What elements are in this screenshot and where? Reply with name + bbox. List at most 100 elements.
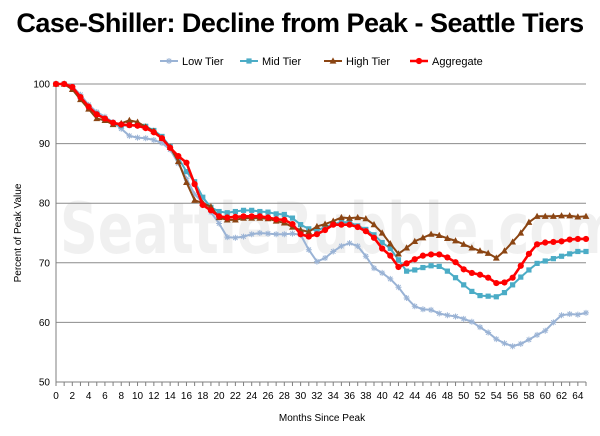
x-tick-label: 54 (491, 391, 503, 402)
data-point-aggregate (297, 231, 304, 238)
data-point-mid-tier (428, 263, 434, 269)
data-point-mid-tier (567, 251, 573, 257)
data-point-aggregate (330, 221, 337, 228)
data-point-aggregate (395, 263, 402, 271)
data-point-aggregate (134, 122, 141, 129)
data-point-low-tier (134, 134, 141, 141)
data-point-mid-tier (485, 293, 491, 299)
data-point-aggregate (240, 213, 247, 220)
data-point-high-tier (443, 234, 451, 241)
data-point-aggregate (215, 213, 223, 220)
x-tick-label: 26 (262, 391, 274, 402)
data-point-aggregate (273, 216, 280, 223)
data-point-aggregate (264, 214, 272, 221)
data-point-aggregate (52, 80, 60, 88)
x-tick-label: 38 (360, 391, 372, 402)
watermark: SeattleBubble.com (60, 188, 600, 270)
data-point-aggregate (150, 129, 157, 136)
x-tick-label: 6 (102, 391, 108, 402)
x-axis-title: Months Since Peak (279, 413, 366, 424)
data-point-low-tier (460, 315, 467, 322)
data-point-high-tier (305, 228, 313, 235)
data-point-aggregate (199, 201, 206, 209)
data-point-aggregate (101, 115, 109, 122)
data-point-low-tier (411, 303, 418, 310)
data-point-aggregate (224, 214, 231, 221)
data-point-low-tier (232, 234, 239, 241)
watermark-layer: SeattleBubble.com (60, 188, 600, 270)
data-point-low-tier (428, 306, 435, 313)
data-point-aggregate (533, 241, 541, 248)
data-point-aggregate (289, 220, 296, 228)
y-tick-label: 70 (39, 258, 51, 269)
data-point-mid-tier (444, 268, 450, 274)
data-point-low-tier (452, 313, 459, 320)
data-point-aggregate (427, 251, 435, 258)
data-point-low-tier (354, 243, 361, 250)
data-point-high-tier (419, 234, 427, 241)
data-point-mid-tier (298, 222, 304, 228)
data-point-high-tier (468, 244, 476, 251)
data-point-mid-tier (265, 209, 271, 215)
data-point-low-tier (501, 340, 508, 347)
x-tick-label: 24 (246, 391, 258, 402)
x-tick-label: 8 (118, 391, 124, 402)
data-point-mid-tier (518, 274, 524, 280)
data-point-high-tier (566, 212, 574, 219)
data-point-mid-tier (575, 248, 581, 255)
data-point-low-tier (542, 327, 549, 334)
y-tick-label: 80 (39, 199, 51, 210)
data-point-high-tier (183, 178, 190, 185)
data-point-mid-tier (387, 245, 393, 252)
data-point-low-tier (525, 336, 532, 343)
data-point-aggregate (354, 223, 361, 231)
data-point-mid-tier (200, 194, 206, 200)
data-point-low-tier (493, 336, 500, 343)
x-tick-label: 28 (279, 391, 291, 402)
data-point-high-tier (378, 229, 386, 236)
data-point-high-tier (403, 244, 411, 251)
data-point-mid-tier (273, 211, 279, 217)
y-tick-label: 50 (39, 378, 51, 389)
data-point-aggregate (126, 122, 133, 129)
data-point-aggregate (558, 238, 565, 245)
data-point-low-tier (313, 258, 320, 265)
data-point-low-tier (534, 331, 541, 338)
data-point-low-tier (362, 253, 369, 260)
data-point-mid-tier (240, 207, 247, 213)
data-point-aggregate (542, 239, 549, 246)
data-point-aggregate (232, 213, 239, 221)
x-tick-label: 48 (442, 391, 454, 402)
data-point-low-tier (517, 340, 524, 347)
x-tick-label: 50 (458, 391, 470, 402)
data-point-low-tier (583, 309, 589, 316)
data-point-aggregate (550, 238, 557, 246)
legend-label-mid-tier: Mid Tier (262, 56, 301, 68)
data-point-high-tier (313, 222, 321, 230)
data-point-low-tier (150, 137, 157, 144)
data-point-high-tier (321, 220, 329, 227)
data-point-low-tier (444, 312, 451, 319)
x-tick-label: 0 (53, 391, 59, 402)
data-point-low-tier (566, 311, 573, 318)
legend: Low Tier Mid Tier High Tier Aggregate (160, 56, 483, 68)
data-point-low-tier (305, 246, 312, 253)
data-point-low-tier (574, 311, 581, 318)
data-point-low-tier (273, 231, 280, 238)
data-point-mid-tier (183, 169, 190, 175)
data-point-aggregate (574, 235, 581, 243)
data-point-aggregate (281, 216, 288, 223)
data-point-aggregate (69, 83, 76, 91)
data-point-aggregate (517, 262, 524, 269)
data-point-mid-tier (436, 263, 442, 269)
data-point-mid-tier (289, 215, 296, 221)
data-point-mid-tier (469, 288, 475, 295)
data-point-high-tier (517, 229, 525, 236)
x-tick-label: 4 (86, 391, 92, 402)
data-point-aggregate (109, 119, 117, 126)
x-tick-label: 40 (377, 391, 389, 402)
data-point-high-tier (558, 212, 565, 219)
data-point-high-tier (525, 218, 533, 225)
x-tick-label: 16 (181, 391, 193, 402)
data-point-low-tier (395, 284, 402, 291)
